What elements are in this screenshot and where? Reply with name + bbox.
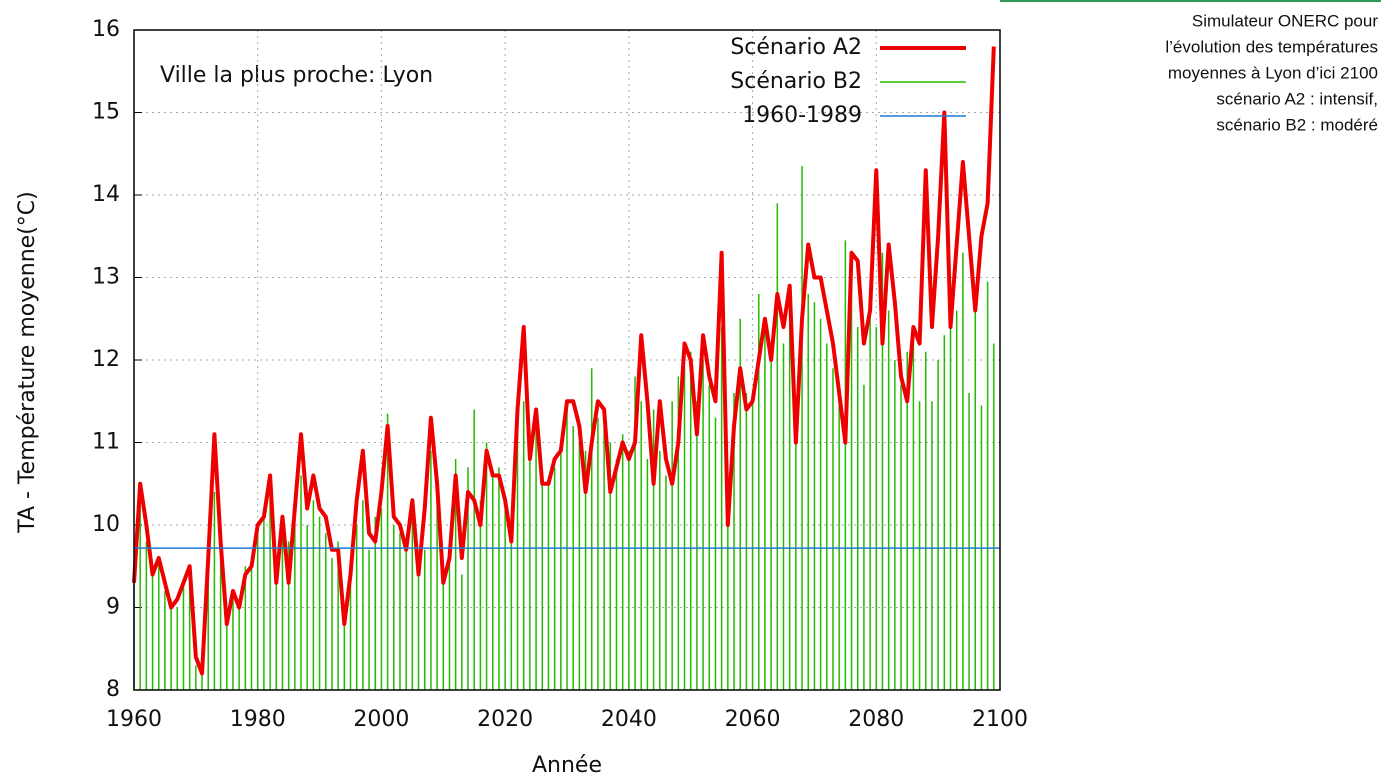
y-axis-label: TA - Température moyenne(°C) xyxy=(15,191,40,533)
x-tick-label: 1980 xyxy=(230,707,286,732)
x-tick-label: 2020 xyxy=(477,707,533,732)
x-tick-label: 2080 xyxy=(848,707,904,732)
y-tick-label: 12 xyxy=(92,347,120,372)
x-tick-label: 1960 xyxy=(106,707,162,732)
legend-label: Scénario B2 xyxy=(730,69,862,94)
x-axis-label: Année xyxy=(532,753,602,778)
data-line xyxy=(132,46,996,676)
caption-line: scénario A2 : intensif, xyxy=(1216,89,1378,108)
y-tick-label: 9 xyxy=(106,595,120,620)
annotation: Ville la plus proche: Lyon xyxy=(160,63,433,88)
x-tick-label: 2060 xyxy=(725,707,781,732)
caption-line: l’évolution des températures xyxy=(1165,37,1378,56)
legend-label: 1960-1989 xyxy=(742,103,862,128)
x-tick-label: 2040 xyxy=(601,707,657,732)
y-tick-label: 13 xyxy=(92,265,120,290)
x-tick-label: 2000 xyxy=(353,707,409,732)
caption-line: scénario B2 : modéré xyxy=(1216,115,1378,134)
x-tick-label: 2100 xyxy=(972,707,1028,732)
y-tick-label: 11 xyxy=(92,430,120,455)
plot-border xyxy=(133,29,1001,691)
legend-label: Scénario A2 xyxy=(730,35,862,60)
y-tick-label: 8 xyxy=(106,677,120,702)
caption-line: Simulateur ONERC pour xyxy=(1192,11,1378,30)
y-tick-label: 15 xyxy=(92,100,120,125)
y-tick-label: 16 xyxy=(92,17,120,42)
y-tick-label: 10 xyxy=(92,512,120,537)
caption-line: moyennes à Lyon d’ici 2100 xyxy=(1168,63,1378,82)
y-tick-label: 14 xyxy=(92,182,120,207)
